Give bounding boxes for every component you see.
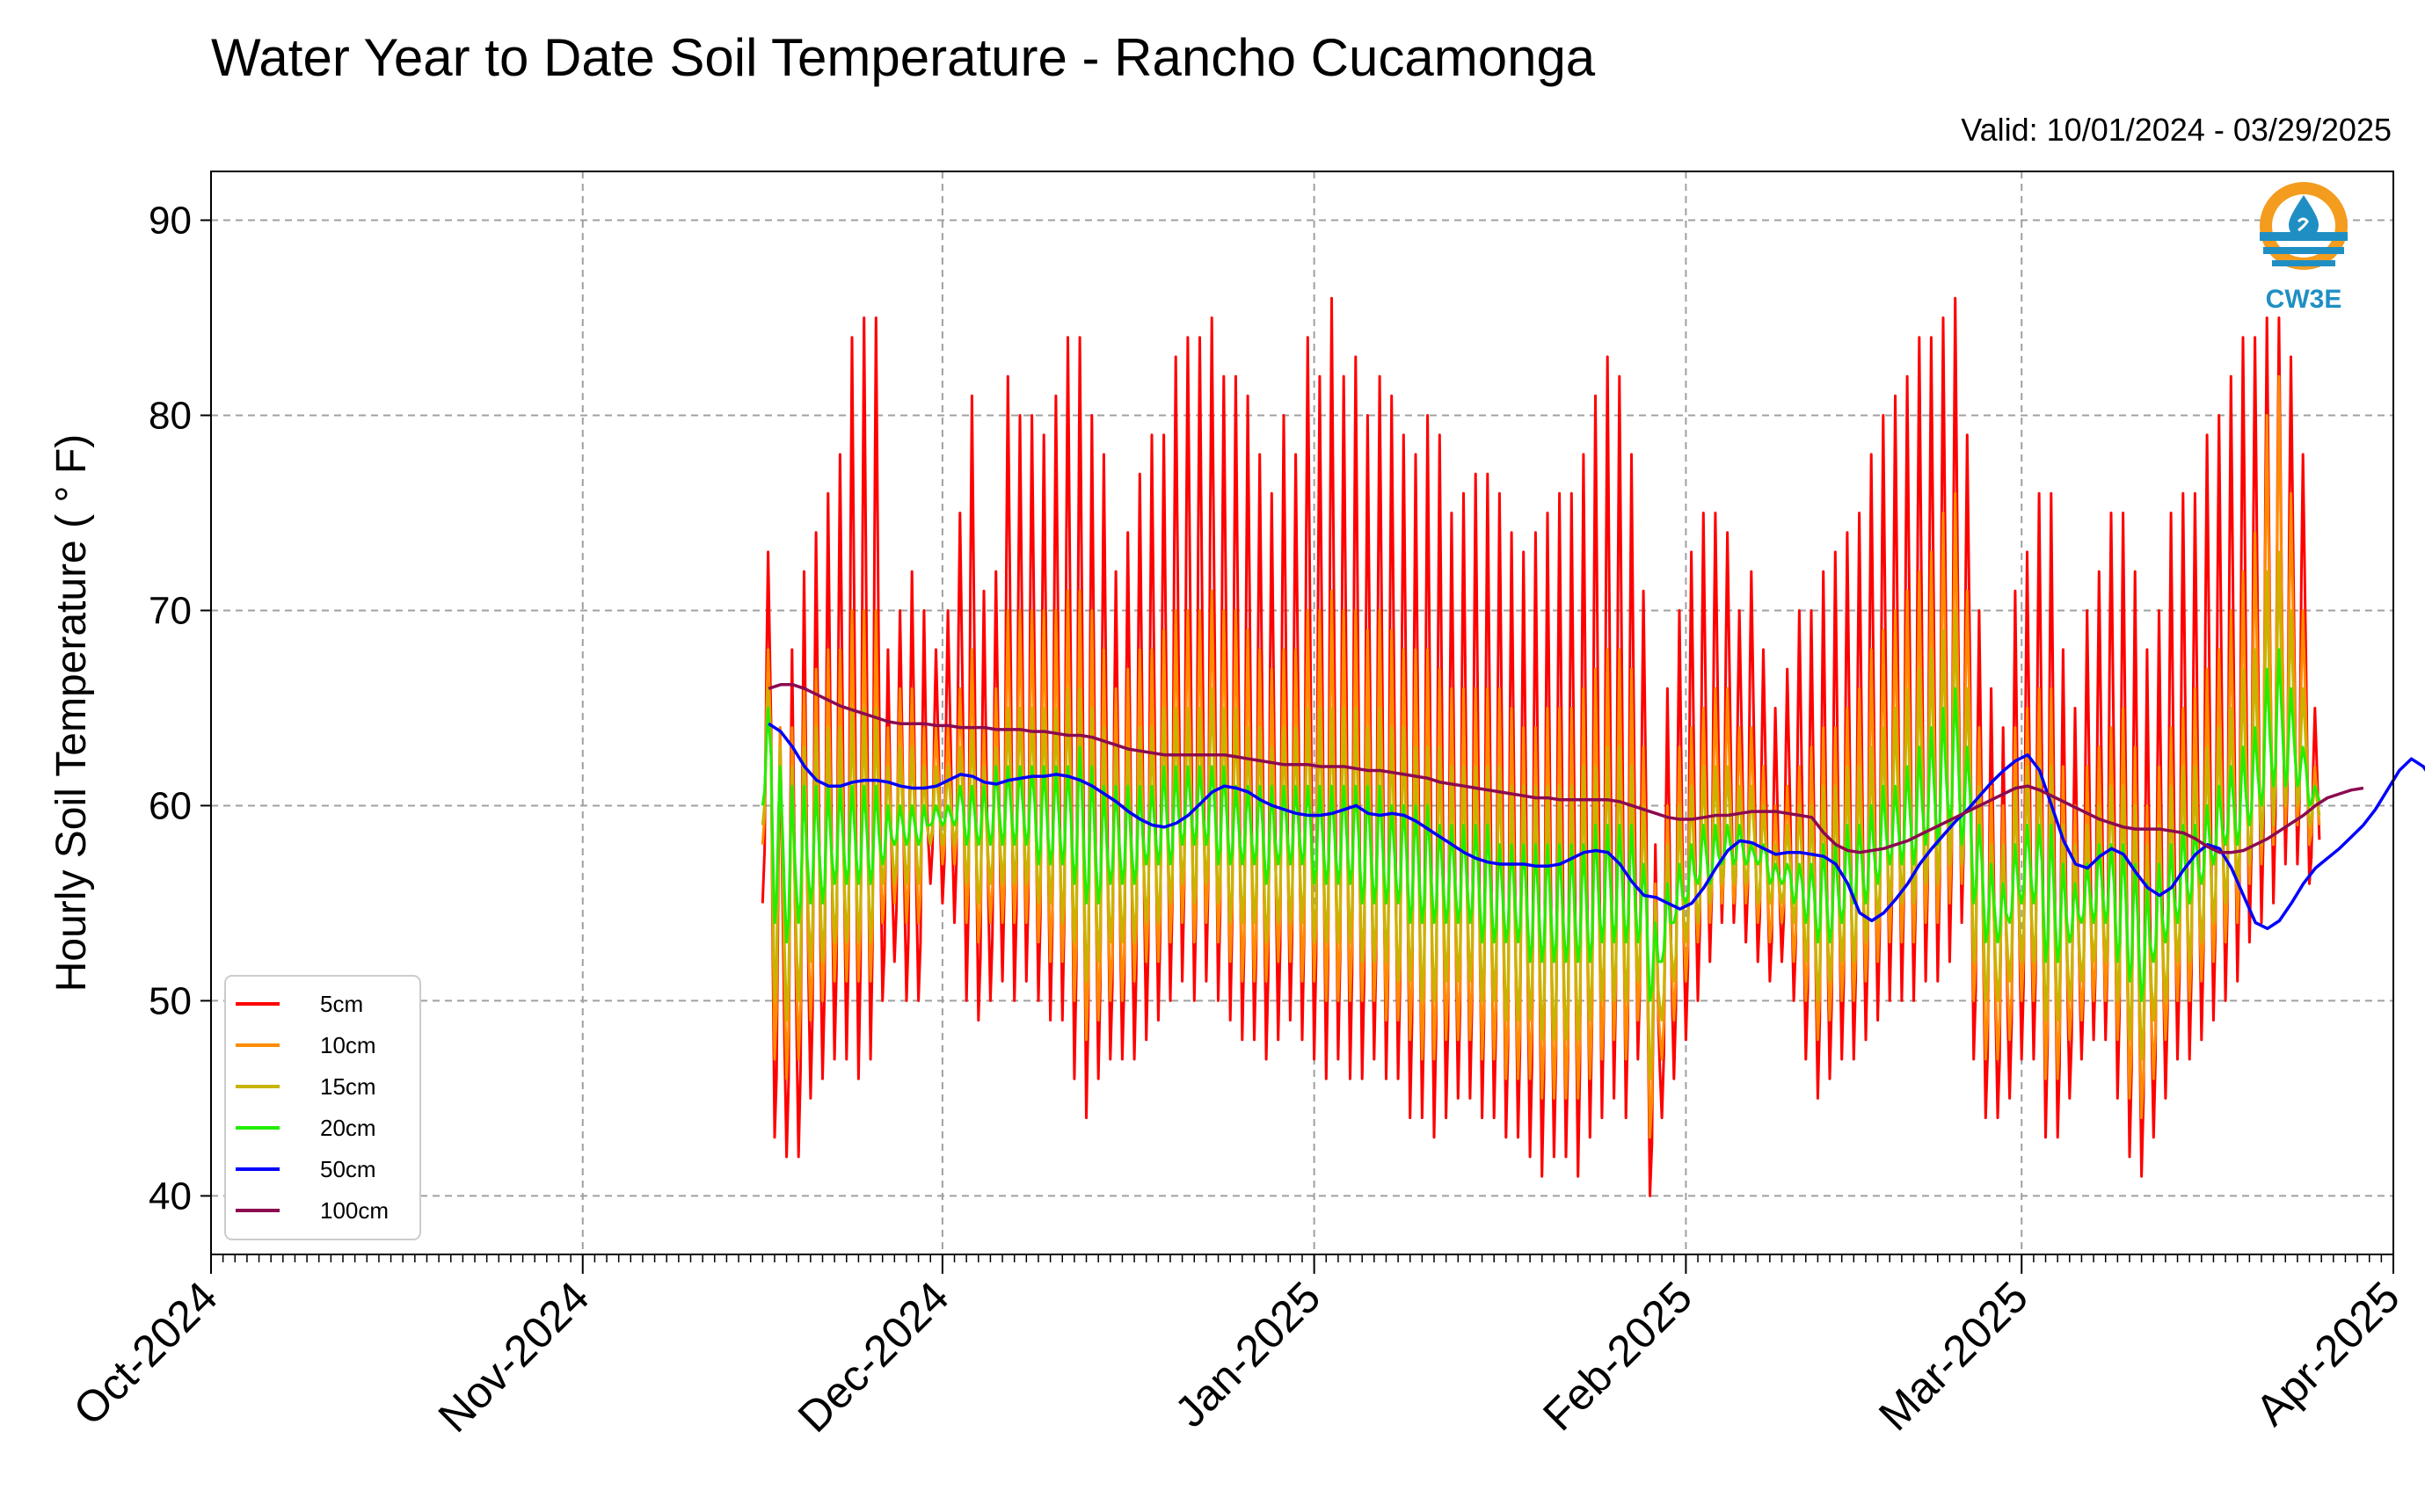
legend-label-10cm: 10cm <box>320 1032 376 1058</box>
y-tick-label: 90 <box>149 199 192 242</box>
y-tick-label: 40 <box>149 1174 192 1218</box>
series-line-20cm <box>761 648 2321 1002</box>
cw3e-logo: CW3E <box>2260 182 2348 314</box>
legend-label-15cm: 15cm <box>320 1073 376 1100</box>
legend-box <box>224 975 421 1240</box>
legend-items: 5cm 10cm 15cm 20cm 50cm 100cm <box>236 991 389 1224</box>
y-axis-label: Hourly Soil Temperature ( ° F) <box>48 434 95 992</box>
logo-wave-3 <box>2272 260 2335 266</box>
water-drop-sun-logo-icon <box>2260 182 2348 270</box>
logo-text: CW3E <box>2266 285 2342 314</box>
y-axis-ticks: 40 50 60 70 80 90 <box>149 199 211 1218</box>
legend-label-20cm: 20cm <box>320 1115 376 1141</box>
logo-wave-2 <box>2263 247 2344 254</box>
series-line-100cm <box>768 683 2364 854</box>
y-tick-label: 70 <box>149 589 192 632</box>
y-tick-label: 60 <box>149 784 192 827</box>
legend: 5cm 10cm 15cm 20cm 50cm 100cm <box>224 975 421 1240</box>
y-tick-label: 80 <box>149 394 192 437</box>
logo-drop-highlight <box>2297 217 2309 232</box>
legend-label-100cm: 100cm <box>320 1197 389 1224</box>
logo-drop <box>2289 195 2319 240</box>
legend-label-5cm: 5cm <box>320 991 363 1017</box>
series-lines <box>761 296 2425 1197</box>
series-line-50cm <box>768 722 2425 931</box>
legend-label-50cm: 50cm <box>320 1156 376 1182</box>
y-tick-label: 50 <box>149 979 192 1022</box>
chart-title: Water Year to Date Soil Temperature - Ra… <box>211 28 1596 87</box>
chart-subtitle: Valid: 10/01/2024 - 03/29/2025 <box>1961 112 2392 148</box>
